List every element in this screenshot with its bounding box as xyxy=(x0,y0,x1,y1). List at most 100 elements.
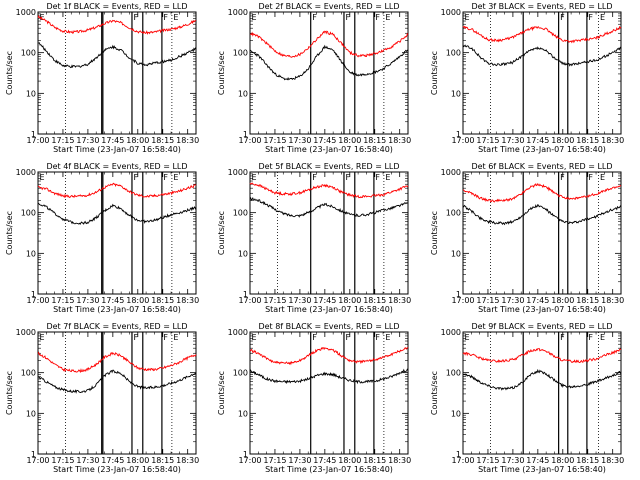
series-line-lld xyxy=(249,30,409,58)
series-line-events xyxy=(37,369,197,394)
event-marker-label: F xyxy=(133,333,138,342)
event-marker-label: E xyxy=(600,13,605,22)
y-tick-label: 1 xyxy=(456,290,461,299)
series-line-events xyxy=(249,197,409,218)
x-tick-label: 17:45 xyxy=(313,136,336,145)
y-tick-label: 100 xyxy=(233,209,248,218)
series-line-events xyxy=(249,368,409,385)
x-tick-label: 17:45 xyxy=(313,456,336,465)
y-tick-label: 1 xyxy=(243,290,248,299)
x-tick-label: 18:00 xyxy=(338,296,361,305)
x-tick-label: 18:00 xyxy=(126,296,149,305)
x-tick-label: 18:15 xyxy=(151,136,174,145)
event-marker-label: E xyxy=(465,173,470,182)
event-marker-label: F xyxy=(312,13,317,22)
chart-title: Det 1f BLACK = Events, RED = LLD xyxy=(46,2,187,11)
y-tick-label: 1000 xyxy=(441,168,461,177)
x-tick-label: 18:30 xyxy=(176,456,199,465)
x-tick-label: 17:00 xyxy=(451,296,474,305)
x-tick-label: 17:15 xyxy=(476,456,499,465)
x-axis-label: Start Time (23-Jan-07 16:58:40) xyxy=(265,465,393,474)
plot-frame xyxy=(249,171,409,295)
x-tick-label: 17:45 xyxy=(526,296,549,305)
y-tick-label: 100 xyxy=(446,369,461,378)
y-axis-label: Counts/sec xyxy=(430,51,439,95)
event-marker-label: F xyxy=(163,333,168,342)
chart-panel-2: Det 2f BLACK = Events, RED = LLD 1 10 100 10… xyxy=(217,2,411,154)
y-tick-label: 1000 xyxy=(441,8,461,17)
event-marker-label: F xyxy=(588,173,593,182)
y-tick-label: 1000 xyxy=(228,8,248,17)
x-tick-label: 17:30 xyxy=(501,456,524,465)
x-tick-label: 17:00 xyxy=(238,456,261,465)
x-tick-label: 18:30 xyxy=(601,136,624,145)
y-tick-label: 100 xyxy=(233,369,248,378)
x-axis-label: Start Time (23-Jan-07 16:58:40) xyxy=(53,145,181,154)
x-tick-label: 18:15 xyxy=(576,456,599,465)
y-tick-label: 1 xyxy=(243,450,248,459)
chart-title: Det 2f BLACK = Events, RED = LLD xyxy=(258,2,399,11)
y-tick-label: 1000 xyxy=(16,328,36,337)
event-marker-label: F xyxy=(312,173,317,182)
x-tick-label: 18:30 xyxy=(388,136,411,145)
series-line-lld xyxy=(37,182,197,199)
x-tick-label: 18:30 xyxy=(601,456,624,465)
x-axis-label: Start Time (23-Jan-07 16:58:40) xyxy=(53,305,181,314)
x-tick-label: 17:30 xyxy=(76,296,99,305)
x-axis-label: Start Time (23-Jan-07 16:58:40) xyxy=(265,145,393,154)
y-tick-label: 1 xyxy=(31,290,36,299)
y-axis-label: Counts/sec xyxy=(217,211,226,255)
x-tick-label: 17:00 xyxy=(26,136,49,145)
y-tick-label: 10 xyxy=(238,89,248,98)
x-tick-label: 17:45 xyxy=(313,296,336,305)
event-marker-label: E xyxy=(173,173,178,182)
x-tick-label: 18:30 xyxy=(388,296,411,305)
y-tick-label: 100 xyxy=(21,49,36,58)
x-axis-label: Start Time (23-Jan-07 16:58:40) xyxy=(478,465,606,474)
x-tick-label: 17:30 xyxy=(288,296,311,305)
event-marker-label: F xyxy=(133,173,138,182)
event-marker-label: E xyxy=(40,333,45,342)
chart-panel-1: Det 1f BLACK = Events, RED = LLD 1 10 100 10… xyxy=(5,2,199,154)
plot-frame xyxy=(462,11,622,135)
x-tick-label: 17:30 xyxy=(76,456,99,465)
y-tick-label: 1000 xyxy=(16,8,36,17)
x-tick-label: 18:15 xyxy=(363,296,386,305)
chart-title: Det 5f BLACK = Events, RED = LLD xyxy=(258,162,399,171)
event-marker-label: E xyxy=(385,13,390,22)
y-tick-label: 1 xyxy=(243,130,248,139)
y-tick-label: 10 xyxy=(26,249,36,258)
event-marker-label: F xyxy=(375,173,380,182)
x-tick-label: 17:00 xyxy=(451,136,474,145)
x-tick-label: 18:30 xyxy=(601,296,624,305)
series-line-lld xyxy=(37,351,197,374)
chart-title: Det 4f BLACK = Events, RED = LLD xyxy=(46,162,187,171)
event-marker-label: F xyxy=(163,13,168,22)
event-marker-label: E xyxy=(40,173,45,182)
event-marker-label: E xyxy=(252,173,257,182)
series-line-lld xyxy=(462,347,622,364)
event-marker-label: E xyxy=(465,333,470,342)
x-axis-label: Start Time (23-Jan-07 16:58:40) xyxy=(478,145,606,154)
chart-title: Det 6f BLACK = Events, RED = LLD xyxy=(471,162,612,171)
y-tick-label: 1 xyxy=(31,130,36,139)
x-tick-label: 17:00 xyxy=(26,456,49,465)
x-tick-label: 17:15 xyxy=(51,296,74,305)
series-line-lld xyxy=(462,25,622,44)
y-tick-label: 10 xyxy=(26,409,36,418)
event-marker-label: E xyxy=(40,13,45,22)
y-tick-label: 1000 xyxy=(16,168,36,177)
y-axis-label: Counts/sec xyxy=(5,371,14,415)
x-tick-label: 17:45 xyxy=(526,136,549,145)
x-tick-label: 18:15 xyxy=(363,136,386,145)
event-marker-label: F xyxy=(375,333,380,342)
series-line-events xyxy=(462,44,622,67)
y-axis-label: Counts/sec xyxy=(217,371,226,415)
chart-title: Det 8f BLACK = Events, RED = LLD xyxy=(258,322,399,331)
x-tick-label: 18:15 xyxy=(151,296,174,305)
x-tick-label: 18:15 xyxy=(151,456,174,465)
y-tick-label: 10 xyxy=(238,409,248,418)
event-marker-label: E xyxy=(600,333,605,342)
chart-title: Det 3f BLACK = Events, RED = LLD xyxy=(471,2,612,11)
event-marker-label: F xyxy=(588,333,593,342)
